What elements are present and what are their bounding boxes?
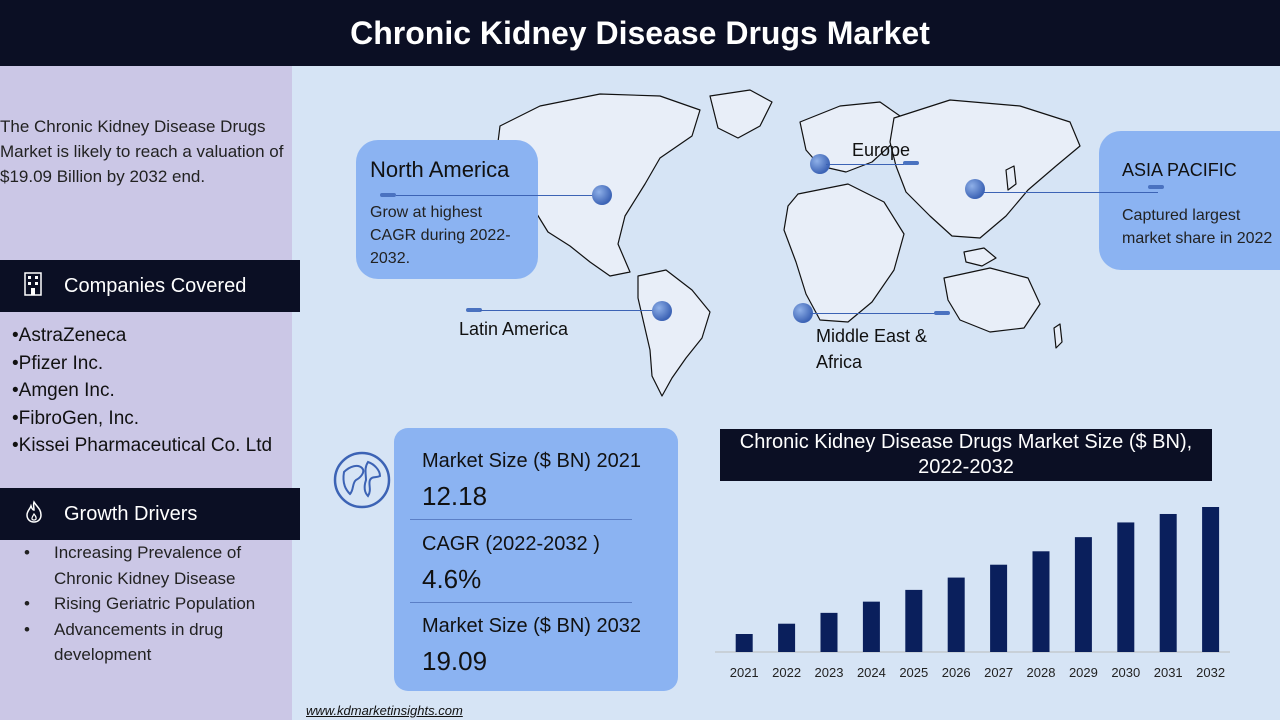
intro-text: The Chronic Kidney Disease Drugs Market … xyxy=(0,117,284,186)
bar-chart: 2021 2022 2023 2024 2025 2026 2027 2028 2029 2030… xyxy=(715,507,1230,680)
page-header: Chronic Kidney Disease Drugs Market xyxy=(0,0,1280,66)
north-america-title: North America xyxy=(370,157,510,182)
bar-2027 xyxy=(990,564,1008,652)
x-tick-label: 2024 xyxy=(857,665,886,680)
bar-2026 xyxy=(947,577,965,652)
drivers-title: Growth Drivers xyxy=(64,502,198,525)
driver-item: Increasing Prevalence of Chronic Kidney … xyxy=(24,540,284,591)
companies-header: Companies Covered xyxy=(0,260,300,312)
europe-connector xyxy=(826,164,904,165)
asia-pacific-box xyxy=(1099,131,1280,270)
building-icon xyxy=(24,271,64,301)
bar-2022 xyxy=(778,623,796,652)
market-stats-box xyxy=(394,428,678,691)
bar-2030 xyxy=(1117,522,1135,652)
size-2032-value: 19.09 xyxy=(422,646,488,676)
x-tick-label: 2030 xyxy=(1111,665,1140,680)
europe-dash xyxy=(903,161,919,165)
flame-icon xyxy=(24,499,64,529)
x-tick-label: 2021 xyxy=(730,665,759,680)
x-tick-label: 2032 xyxy=(1196,665,1225,680)
x-tick-label: 2028 xyxy=(1027,665,1056,680)
cagr-value: 4.6% xyxy=(422,564,482,594)
bar-2028 xyxy=(1032,551,1050,652)
mea-connector xyxy=(810,313,936,314)
stats-divider xyxy=(410,602,632,603)
company-item: •FibroGen, Inc. xyxy=(12,407,140,429)
x-tick-label: 2022 xyxy=(772,665,801,680)
page-title: Chronic Kidney Disease Drugs Market xyxy=(350,15,930,51)
mea-label: Middle East & Africa xyxy=(816,326,928,372)
size-2021-label: Market Size ($ BN) 2021 xyxy=(422,450,641,472)
europe-dot xyxy=(810,154,830,174)
website-link[interactable]: www.kdmarketinsights.com xyxy=(306,703,463,718)
cagr-label: CAGR (2022-2032 ) xyxy=(422,533,600,555)
mea-dot xyxy=(793,303,813,323)
drivers-list: Increasing Prevalence of Chronic Kidney … xyxy=(24,540,284,668)
company-item: •Kissei Pharmaceutical Co. Ltd xyxy=(12,435,273,456)
chart-title: Chronic Kidney Disease Drugs Market Size… xyxy=(720,429,1212,481)
size-2032-label: Market Size ($ BN) 2032 xyxy=(422,615,641,637)
bar-2021 xyxy=(735,634,753,652)
bar-2024 xyxy=(862,601,880,652)
north-america-dash xyxy=(380,193,396,197)
latin-america-dot xyxy=(652,301,672,321)
driver-item: Rising Geriatric Population xyxy=(24,591,284,617)
latin-america-label: Latin America xyxy=(459,319,569,339)
bar-2029 xyxy=(1074,537,1092,652)
globe-icon xyxy=(333,451,391,509)
asia-pacific-dash xyxy=(1148,185,1164,189)
asia-pacific-connector xyxy=(982,192,1158,193)
asia-pacific-dot xyxy=(965,179,985,199)
stats-divider xyxy=(410,519,632,520)
driver-item: Advancements in drug development xyxy=(24,617,284,668)
latin-america-dash xyxy=(466,308,482,312)
x-tick-label: 2031 xyxy=(1154,665,1183,680)
bar-2031 xyxy=(1159,513,1177,652)
north-america-connector xyxy=(396,195,596,196)
north-america-box xyxy=(356,140,538,279)
bar-2025 xyxy=(905,589,923,652)
asia-pacific-title: ASIA PACIFIC xyxy=(1122,160,1237,180)
drivers-header: Growth Drivers xyxy=(0,488,300,540)
bar-2023 xyxy=(820,612,838,652)
x-tick-label: 2023 xyxy=(815,665,844,680)
north-america-dot xyxy=(592,185,612,205)
asia-pacific-desc: Captured largest market share in 2022 xyxy=(1122,207,1273,247)
company-item: •AstraZeneca xyxy=(12,325,127,346)
bar-2032 xyxy=(1202,507,1220,652)
north-america-desc: Grow at highest CAGR during 2022-2032. xyxy=(370,204,511,267)
company-item: •Amgen Inc. xyxy=(12,380,115,401)
companies-list: •AstraZeneca •Pfizer Inc. •Amgen Inc. •F… xyxy=(12,322,282,460)
company-item: •Pfizer Inc. xyxy=(12,352,104,374)
mea-dash xyxy=(934,311,950,315)
x-tick-label: 2025 xyxy=(899,665,928,680)
latin-america-connector xyxy=(480,310,654,311)
x-tick-label: 2029 xyxy=(1069,665,1098,680)
x-tick-label: 2027 xyxy=(984,665,1013,680)
companies-title: Companies Covered xyxy=(64,274,247,297)
size-2021-value: 12.18 xyxy=(422,481,488,511)
x-tick-label: 2026 xyxy=(942,665,971,680)
europe-label: Europe xyxy=(852,140,911,160)
